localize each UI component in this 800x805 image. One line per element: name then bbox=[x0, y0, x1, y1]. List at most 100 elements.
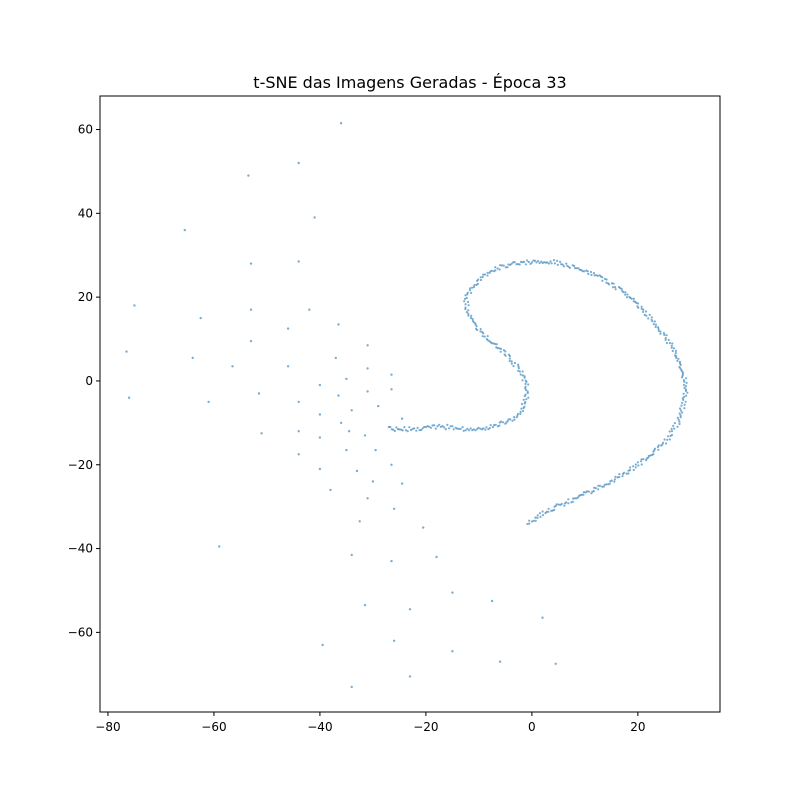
curve-point bbox=[413, 427, 416, 430]
curve-point bbox=[642, 310, 645, 313]
scatter-point bbox=[249, 308, 253, 311]
scatter-point bbox=[554, 662, 557, 665]
curve-point bbox=[665, 442, 668, 445]
curve-point bbox=[570, 501, 573, 504]
curve-point bbox=[541, 510, 544, 513]
scatter-point bbox=[400, 417, 404, 420]
curve-point bbox=[471, 317, 474, 321]
curve-point bbox=[562, 265, 566, 268]
scatter-point bbox=[286, 327, 290, 330]
curve-point bbox=[507, 263, 510, 266]
curve-point bbox=[467, 309, 470, 312]
curve-point bbox=[550, 262, 553, 265]
curve-point bbox=[431, 424, 434, 427]
scatter-point bbox=[207, 400, 210, 404]
curve-point bbox=[634, 463, 637, 466]
curve-point bbox=[577, 495, 581, 498]
curve-point bbox=[556, 259, 559, 262]
curve-point bbox=[512, 365, 515, 368]
scatter-point bbox=[297, 161, 300, 165]
curve-point bbox=[575, 267, 578, 270]
curve-point bbox=[547, 507, 550, 510]
curve-point bbox=[614, 286, 617, 289]
scatter-point bbox=[350, 553, 353, 557]
scatter-point bbox=[392, 507, 396, 510]
scatter-point bbox=[297, 453, 300, 456]
curve-point bbox=[672, 424, 675, 427]
curve-point bbox=[498, 424, 501, 427]
curve-point bbox=[682, 383, 686, 386]
curve-point bbox=[612, 282, 615, 285]
curve-point bbox=[597, 488, 600, 491]
curve-point bbox=[439, 425, 442, 428]
curve-point bbox=[473, 284, 476, 287]
curve-point bbox=[519, 373, 522, 376]
curve-point bbox=[524, 263, 528, 266]
curve-point bbox=[679, 409, 683, 412]
curve-point bbox=[398, 428, 401, 431]
scatter-point bbox=[339, 421, 343, 425]
curve-point bbox=[457, 427, 460, 430]
curve-point bbox=[461, 426, 464, 429]
curve-point bbox=[625, 296, 629, 299]
curve-point bbox=[476, 282, 479, 285]
curve-point bbox=[669, 434, 672, 438]
x-tick-label: 20 bbox=[630, 720, 645, 734]
curve-point bbox=[503, 353, 506, 356]
curve-point bbox=[591, 490, 594, 493]
scatter-point bbox=[133, 304, 136, 307]
scatter-point bbox=[297, 400, 300, 404]
y-tick-label: 40 bbox=[78, 206, 93, 220]
curve-point bbox=[673, 427, 676, 430]
curve-point bbox=[665, 341, 669, 345]
curve-point bbox=[616, 476, 619, 479]
curve-point bbox=[601, 276, 604, 279]
curve-point bbox=[392, 428, 395, 431]
curve-point bbox=[678, 407, 682, 410]
curve-point bbox=[415, 429, 418, 432]
curve-point bbox=[498, 347, 501, 350]
curve-point bbox=[679, 416, 682, 419]
curve-point bbox=[684, 400, 687, 403]
scatter-point bbox=[366, 390, 369, 393]
curve-point bbox=[467, 312, 470, 315]
curve-point bbox=[518, 263, 521, 266]
curve-point bbox=[481, 335, 484, 338]
curve-point bbox=[660, 444, 663, 447]
curve-point bbox=[614, 288, 617, 291]
y-tick-label: −40 bbox=[68, 542, 93, 556]
curve-point bbox=[652, 450, 655, 453]
scatter-point bbox=[247, 174, 250, 177]
curve-point bbox=[664, 336, 667, 340]
curve-point bbox=[670, 346, 673, 349]
curve-point bbox=[657, 444, 660, 447]
curve-point bbox=[607, 483, 610, 486]
curve-point bbox=[671, 349, 674, 353]
curve-point bbox=[663, 333, 666, 336]
curve-point bbox=[662, 332, 666, 335]
curve-point bbox=[469, 316, 472, 320]
scatter-point bbox=[363, 434, 367, 437]
curve-point bbox=[541, 514, 545, 517]
curve-point bbox=[527, 383, 530, 386]
y-tick-label: 20 bbox=[78, 290, 93, 304]
curve-point bbox=[668, 342, 672, 345]
curve-point bbox=[420, 428, 423, 432]
curve-point bbox=[610, 282, 614, 285]
curve-point bbox=[685, 394, 688, 397]
scatter-point bbox=[390, 559, 393, 563]
curve-point bbox=[593, 274, 596, 277]
curve-point bbox=[678, 420, 681, 423]
curve-point bbox=[540, 260, 543, 263]
curve-point bbox=[582, 491, 586, 494]
curve-point bbox=[590, 492, 593, 495]
curve-point bbox=[526, 259, 529, 262]
curve-point bbox=[528, 522, 531, 525]
scatter-point bbox=[297, 430, 300, 433]
curve-point bbox=[466, 427, 469, 430]
curve-point bbox=[602, 485, 605, 488]
curve-point bbox=[494, 269, 497, 272]
curve-point bbox=[524, 379, 527, 382]
